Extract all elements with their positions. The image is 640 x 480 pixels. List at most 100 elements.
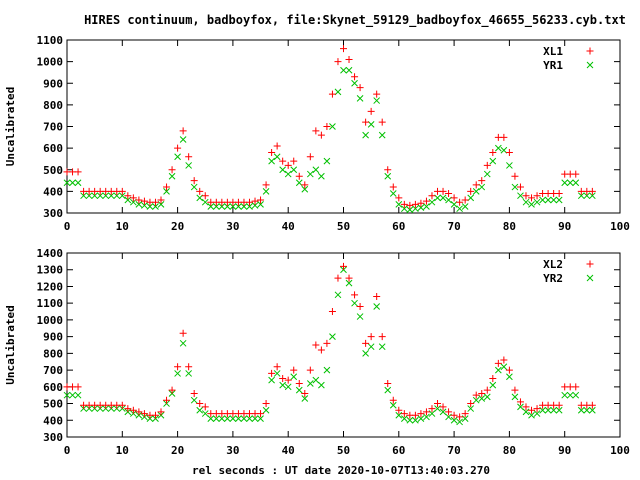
data-point-YR1: [439, 194, 447, 202]
data-point-XL2: [411, 411, 419, 419]
data-point-XL2: [528, 406, 536, 414]
data-point-XL1: [262, 181, 270, 189]
x-tick-label: 30: [226, 220, 239, 233]
data-point-XL2: [422, 408, 430, 416]
data-point-YR2: [550, 406, 557, 414]
data-point-YR2: [500, 363, 508, 371]
data-point-YR1: [489, 157, 497, 165]
y-tick-label: 300: [43, 207, 63, 220]
data-point-YR2: [212, 415, 220, 422]
data-point-XL2: [135, 408, 143, 416]
y-tick-label: 300: [43, 431, 63, 444]
data-point-YR2: [539, 406, 546, 414]
data-point-YR2: [467, 405, 475, 412]
data-point-YR1: [157, 200, 165, 208]
data-point-XL2: [445, 408, 453, 416]
series-XL2: [63, 262, 596, 421]
data-point-YR2: [400, 415, 408, 422]
data-point-XL1: [572, 170, 580, 178]
data-point-XL2: [268, 369, 276, 377]
data-point-XL2: [273, 363, 281, 371]
data-point-YR2: [450, 416, 458, 424]
data-point-XL2: [312, 341, 320, 349]
data-point-YR1: [588, 192, 596, 200]
data-point-XL1: [389, 183, 397, 191]
data-point-XL1: [406, 201, 414, 209]
data-point-YR1: [395, 200, 403, 208]
data-point-YR2: [434, 405, 441, 412]
data-point-YR2: [174, 370, 181, 377]
data-point-YR1: [279, 166, 287, 174]
data-point-XL2: [378, 333, 386, 341]
y-tick-label: 1100: [37, 34, 64, 47]
data-point-YR2: [351, 299, 358, 307]
data-point-YR2: [417, 415, 425, 422]
data-point-YR1: [500, 146, 508, 154]
data-point-XL1: [201, 192, 209, 200]
y-tick-label: 600: [43, 142, 63, 155]
data-point-YR1: [384, 172, 392, 180]
data-point-YR2: [522, 408, 530, 416]
data-point-YR1: [378, 131, 386, 139]
x-tick-label: 10: [116, 220, 129, 233]
data-point-YR1: [135, 200, 143, 208]
data-point-XL2: [400, 410, 408, 418]
data-point-XL2: [467, 400, 475, 408]
data-point-XL2: [555, 401, 563, 409]
data-point-YR1: [367, 120, 375, 128]
data-point-YR1: [141, 202, 148, 209]
data-point-YR1: [412, 205, 419, 213]
data-point-XL2: [428, 405, 436, 413]
data-point-XL1: [74, 168, 82, 176]
data-point-XL1: [196, 187, 204, 195]
data-point-YR2: [301, 395, 309, 402]
data-point-YR1: [373, 97, 381, 104]
data-point-YR2: [561, 391, 569, 399]
data-point-XL1: [257, 196, 265, 204]
x-tick-label: 80: [503, 220, 516, 233]
x-tick-label: 50: [337, 444, 350, 457]
x-tick-label: 20: [171, 220, 184, 233]
data-point-YR1: [69, 179, 76, 187]
data-point-YR1: [102, 192, 110, 200]
data-point-YR1: [434, 194, 441, 202]
y-tick-label: 600: [43, 381, 63, 394]
data-point-YR2: [235, 415, 242, 422]
data-point-YR1: [539, 196, 546, 204]
legend-marker: [586, 61, 594, 69]
data-point-XL1: [124, 192, 132, 200]
data-point-YR1: [290, 166, 298, 174]
data-point-YR1: [356, 95, 364, 102]
data-point-XL2: [284, 376, 292, 384]
data-point-XL1: [328, 90, 336, 98]
data-point-YR2: [544, 406, 552, 414]
data-point-YR1: [351, 79, 358, 87]
data-point-YR1: [334, 88, 342, 96]
data-point-YR2: [445, 413, 452, 421]
plot-frame: [66, 39, 621, 214]
data-point-XL2: [163, 396, 171, 404]
data-point-YR2: [329, 333, 336, 340]
data-point-XL2: [434, 400, 442, 408]
data-point-XL2: [505, 366, 513, 374]
data-point-XL2: [190, 390, 198, 398]
data-point-YR1: [146, 203, 154, 210]
data-point-YR1: [483, 170, 491, 178]
data-point-XL1: [516, 183, 524, 191]
data-point-YR1: [583, 192, 591, 200]
data-point-XL1: [345, 55, 353, 63]
data-point-YR2: [373, 303, 381, 310]
data-point-YR1: [240, 203, 248, 210]
data-point-XL1: [245, 198, 253, 206]
data-point-XL1: [500, 133, 508, 141]
data-point-YR1: [185, 162, 193, 169]
data-point-YR2: [196, 406, 204, 414]
data-point-XL1: [351, 73, 359, 81]
data-point-YR2: [273, 370, 281, 377]
data-point-XL1: [445, 190, 453, 198]
x-tick-label: 60: [392, 220, 405, 233]
data-point-YR1: [511, 183, 519, 191]
data-point-YR2: [461, 415, 469, 422]
data-point-YR1: [550, 196, 557, 204]
x-tick-label: 40: [282, 220, 295, 233]
